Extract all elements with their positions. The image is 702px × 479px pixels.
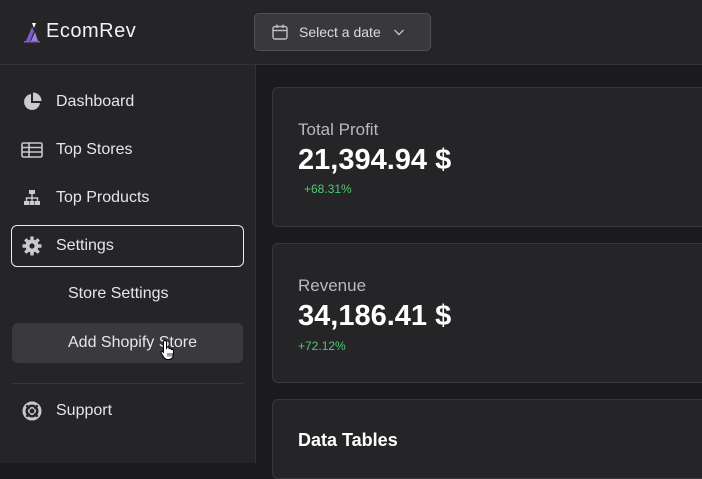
top-bar: EcomRev Select a date bbox=[0, 0, 702, 65]
sidebar-subitem-label: Store Settings bbox=[68, 285, 169, 302]
date-picker-label: Select a date bbox=[299, 24, 381, 40]
hierarchy-icon bbox=[21, 187, 43, 209]
date-picker-button[interactable]: Select a date bbox=[254, 13, 431, 51]
data-tables-title: Data Tables bbox=[298, 430, 398, 450]
sidebar-item-top-stores[interactable]: Top Stores bbox=[11, 129, 244, 171]
total-profit-value: 21,394.94 $ bbox=[298, 144, 452, 176]
sidebar-item-label: Settings bbox=[56, 237, 114, 254]
total-profit-card: Total Profit 21,394.94 $ +68.31% bbox=[272, 87, 702, 227]
sidebar-item-top-products[interactable]: Top Products bbox=[11, 177, 244, 219]
sidebar-divider bbox=[12, 383, 243, 384]
sidebar-item-label: Support bbox=[56, 402, 113, 419]
calendar-icon bbox=[272, 24, 288, 40]
total-profit-title: Total Profit bbox=[298, 120, 379, 139]
data-tables-card: Data Tables bbox=[272, 399, 702, 479]
sidebar-item-dashboard[interactable]: Dashboard bbox=[11, 81, 244, 123]
brand-logo[interactable]: EcomRev bbox=[22, 20, 136, 43]
sidebar-item-label: Top Stores bbox=[56, 141, 133, 158]
brand-mark-icon bbox=[24, 22, 40, 42]
sidebar-item-support[interactable]: Support bbox=[11, 390, 244, 432]
gear-icon bbox=[21, 235, 43, 257]
table-icon bbox=[21, 139, 43, 161]
sidebar-subitem-store-settings[interactable]: Store Settings bbox=[12, 274, 243, 314]
pie-chart-icon bbox=[21, 91, 43, 113]
sidebar-item-label: Top Products bbox=[56, 189, 150, 206]
total-profit-delta: +68.31% bbox=[304, 182, 352, 196]
sidebar-item-label: Dashboard bbox=[56, 93, 135, 110]
hand-cursor-icon bbox=[160, 339, 174, 360]
sidebar-item-settings[interactable]: Settings bbox=[11, 225, 244, 267]
revenue-value: 34,186.41 $ bbox=[298, 300, 452, 332]
lifebuoy-icon bbox=[21, 400, 43, 422]
revenue-title: Revenue bbox=[298, 276, 367, 295]
sidebar-subitem-add-shopify-store[interactable]: Add Shopify Store bbox=[12, 323, 243, 363]
revenue-card: Revenue 34,186.41 $ +72.12% bbox=[272, 243, 702, 383]
chevron-down-icon bbox=[393, 29, 404, 36]
sidebar: Dashboard Top Stores Top Products bbox=[0, 65, 256, 463]
brand-name: EcomRev bbox=[46, 20, 137, 42]
revenue-delta: +72.12% bbox=[298, 339, 346, 353]
